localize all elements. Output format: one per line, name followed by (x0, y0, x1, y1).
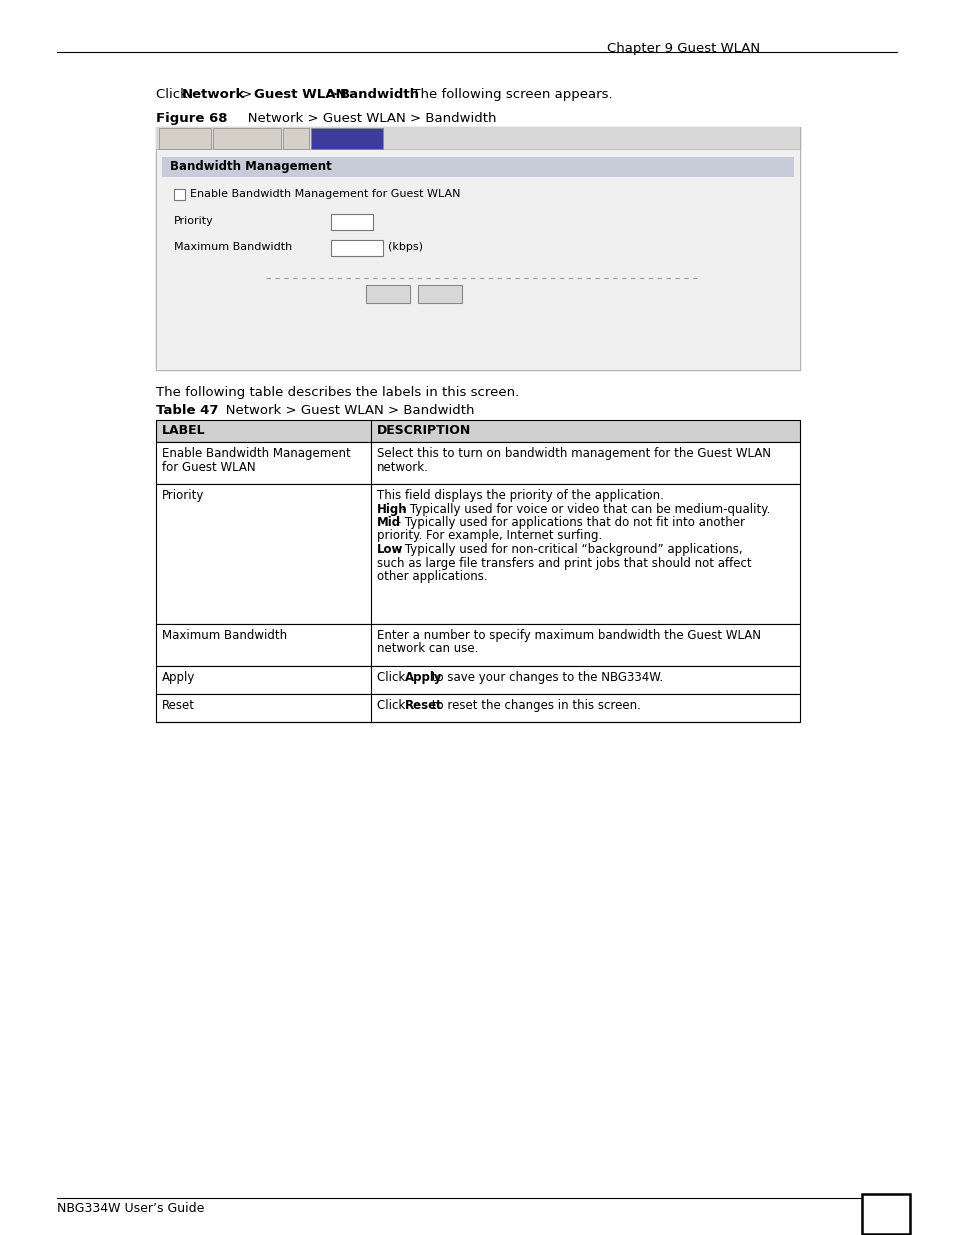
Bar (156, 442, 800, 484)
Text: LABEL: LABEL (162, 424, 206, 437)
Text: IP: IP (291, 128, 300, 140)
Text: network.: network. (376, 461, 429, 473)
Bar (156, 149, 800, 370)
Text: for Guest WLAN: for Guest WLAN (162, 461, 255, 473)
Text: Maximum Bandwidth: Maximum Bandwidth (162, 629, 287, 642)
Text: Enable Bandwidth Management: Enable Bandwidth Management (162, 447, 351, 459)
Bar (162, 157, 793, 177)
Text: Click: Click (376, 699, 409, 713)
Text: to reset the changes in this screen.: to reset the changes in this screen. (428, 699, 640, 713)
Bar (156, 624, 800, 666)
Text: >: > (323, 88, 342, 101)
Text: Network > Guest WLAN > Bandwidth: Network > Guest WLAN > Bandwidth (213, 404, 474, 417)
Bar (156, 127, 800, 370)
Text: Click: Click (376, 671, 409, 684)
Bar (417, 285, 461, 303)
Text: 121: 121 (859, 1197, 911, 1221)
Text: 0: 0 (335, 242, 341, 252)
Text: Mid: Mid (376, 516, 400, 529)
Text: Reset: Reset (162, 699, 194, 713)
Text: Click: Click (156, 88, 192, 101)
Text: General: General (164, 128, 206, 140)
Text: (kbps): (kbps) (388, 242, 422, 252)
Text: - Typically used for applications that do not fit into another: - Typically used for applications that d… (393, 516, 744, 529)
Text: Chapter 9 Guest WLAN: Chapter 9 Guest WLAN (606, 42, 760, 56)
Bar (173, 189, 185, 200)
Bar (331, 240, 382, 256)
Bar (159, 128, 211, 149)
Text: to save your changes to the NBG334W.: to save your changes to the NBG334W. (428, 671, 663, 684)
Text: MAC Filter: MAC Filter (220, 128, 273, 140)
Text: Network > Guest WLAN > Bandwidth: Network > Guest WLAN > Bandwidth (234, 112, 496, 125)
Text: . The following screen appears.: . The following screen appears. (403, 88, 612, 101)
Text: Reset: Reset (424, 287, 456, 296)
Bar (862, 1194, 909, 1234)
Bar (213, 128, 281, 149)
Text: Table 47: Table 47 (156, 404, 218, 417)
Bar (156, 484, 800, 624)
Text: Enter a number to specify maximum bandwidth the Guest WLAN: Enter a number to specify maximum bandwi… (376, 629, 760, 642)
Text: Low: Low (376, 543, 403, 556)
Bar (311, 128, 382, 149)
Text: >: > (236, 88, 256, 101)
Text: Reset: Reset (405, 699, 442, 713)
Text: such as large file transfers and print jobs that should not affect: such as large file transfers and print j… (376, 557, 751, 569)
Text: This field displays the priority of the application.: This field displays the priority of the … (376, 489, 663, 501)
Text: - Typically used for non-critical “background” applications,: - Typically used for non-critical “backg… (393, 543, 741, 556)
Text: The following table describes the labels in this screen.: The following table describes the labels… (156, 387, 518, 399)
Text: - Typically used for voice or video that can be medium-quality.: - Typically used for voice or video that… (397, 503, 769, 515)
Text: Network: Network (182, 88, 245, 101)
Text: Enable Bandwidth Management for Guest WLAN: Enable Bandwidth Management for Guest WL… (190, 189, 460, 199)
Bar (156, 666, 800, 694)
Text: Figure 68: Figure 68 (156, 112, 227, 125)
Text: Bandwidth: Bandwidth (339, 88, 419, 101)
Bar (331, 214, 373, 230)
Text: High ▾: High ▾ (335, 216, 367, 226)
Text: network can use.: network can use. (376, 642, 477, 656)
Bar (156, 694, 800, 722)
Text: Apply: Apply (372, 287, 403, 296)
Text: Apply: Apply (405, 671, 442, 684)
Bar (283, 128, 309, 149)
Text: Priority: Priority (173, 216, 213, 226)
Text: Apply: Apply (162, 671, 195, 684)
Text: Maximum Bandwidth: Maximum Bandwidth (173, 242, 292, 252)
Text: NBG334W User’s Guide: NBG334W User’s Guide (57, 1202, 204, 1215)
Text: Select this to turn on bandwidth management for the Guest WLAN: Select this to turn on bandwidth managem… (376, 447, 770, 459)
Text: High: High (376, 503, 407, 515)
Text: other applications.: other applications. (376, 571, 487, 583)
Bar (156, 127, 800, 149)
Text: Bandwidth: Bandwidth (315, 128, 378, 140)
Text: Bandwidth Management: Bandwidth Management (170, 161, 332, 173)
Text: priority. For example, Internet surfing.: priority. For example, Internet surfing. (376, 530, 601, 542)
Bar (156, 420, 800, 442)
Text: DESCRIPTION: DESCRIPTION (376, 424, 471, 437)
Bar (366, 285, 410, 303)
Text: Priority: Priority (162, 489, 204, 501)
Text: Guest WLAN: Guest WLAN (253, 88, 346, 101)
